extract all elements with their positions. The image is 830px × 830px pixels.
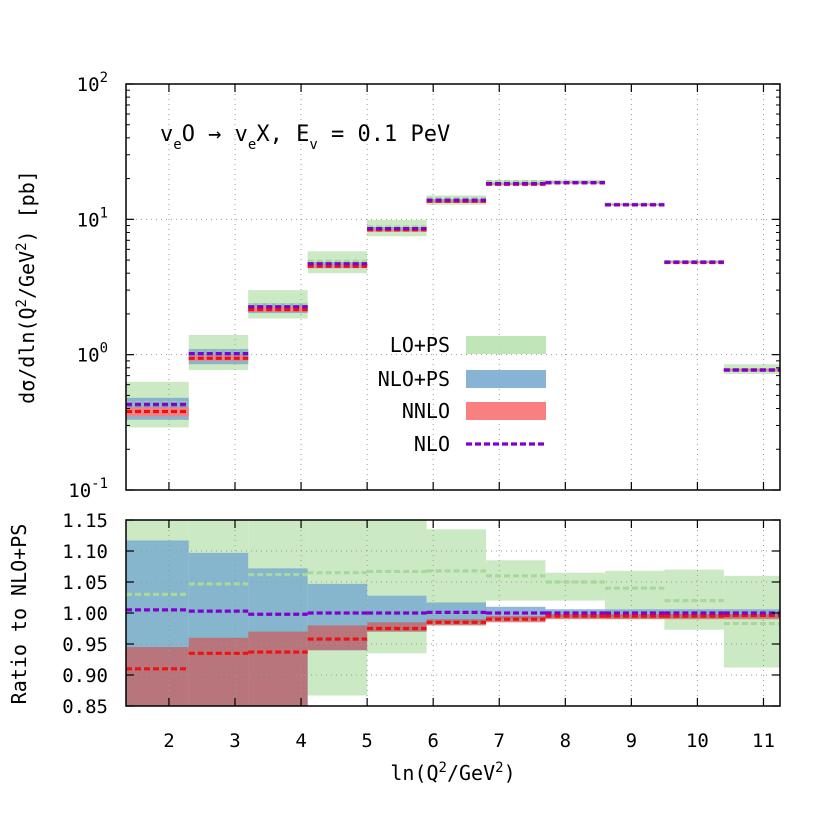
- top-plot-frame: [125, 83, 781, 491]
- x-tick-label: 8: [560, 730, 571, 752]
- x-axis-label: ln(Q2/GeV2): [390, 760, 515, 785]
- bottom-band-nnlo-bin-1: [126, 647, 189, 706]
- bottom-x-tick-labels: 2 3 4 5 6 7 8 9 10 11: [163, 730, 775, 752]
- bottom-band-lops-bin-5: [367, 520, 427, 654]
- bottom-y-tick-label: 0.90: [62, 665, 108, 687]
- x-tick-label: 11: [752, 730, 775, 752]
- legend-swatch-lops: [466, 336, 546, 354]
- bottom-band-lops-bin-7: [486, 560, 546, 601]
- bottom-panel: 0.85 0.90 0.95 1.00 1.05 1.10 1.15 2 3 4 5 6 7 8 9 10 1…: [7, 510, 781, 785]
- x-tick-label: 7: [494, 730, 505, 752]
- bottom-y-tick-label: 0.85: [62, 696, 108, 718]
- x-tick-label: 3: [229, 730, 240, 752]
- top-bands: [126, 179, 780, 428]
- top-y-tick-label: 10-1: [68, 476, 108, 502]
- legend: LO+PS NLO+PS NNLO NLO: [378, 333, 546, 456]
- x-tick-label: 6: [427, 730, 438, 752]
- top-ticks: [126, 83, 780, 491]
- legend-label-nlo: NLO: [414, 432, 450, 456]
- bottom-y-tick-labels: 0.85 0.90 0.95 1.00 1.05 1.10 1.15: [62, 510, 108, 718]
- top-y-tick-label: 102: [77, 70, 108, 96]
- x-tick-label: 2: [163, 730, 174, 752]
- bottom-y-tick-label: 1.00: [62, 603, 108, 625]
- bottom-band-nnlo-bin-3: [248, 631, 308, 706]
- bottom-lines: [126, 569, 780, 671]
- bottom-y-tick-label: 1.05: [62, 572, 108, 594]
- legend-swatch-nlops: [466, 370, 546, 388]
- top-y-tick-label: 101: [77, 205, 108, 231]
- bottom-band-lops-bin-11: [723, 575, 780, 668]
- top-panel: 10-1 100 101 102 veO → veX, Ev = 0.1 PeV dσ…: [14, 70, 781, 502]
- legend-label-nlops: NLO+PS: [378, 367, 450, 391]
- x-tick-label: 5: [361, 730, 372, 752]
- x-tick-label: 9: [626, 730, 637, 752]
- x-tick-label: 10: [686, 730, 709, 752]
- legend-label-lops: LO+PS: [390, 333, 450, 357]
- bottom-y-tick-label: 1.15: [62, 510, 108, 532]
- bottom-band-lops-bin-8: [545, 572, 605, 601]
- legend-swatch-nnlo: [466, 402, 546, 420]
- bottom-y-axis-label: Ratio to NLO+PS: [7, 524, 31, 705]
- bottom-y-tick-label: 0.95: [62, 634, 108, 656]
- top-y-tick-labels: 10-1 100 101 102: [68, 70, 108, 502]
- x-tick-label: 4: [295, 730, 306, 752]
- top-title: veO → veX, Ev = 0.1 PeV: [160, 122, 450, 153]
- top-y-axis-label: dσ/dln(Q2/GeV2) [pb]: [14, 170, 39, 404]
- top-y-tick-label: 100: [77, 341, 108, 367]
- bottom-y-tick-label: 1.10: [62, 541, 108, 563]
- top-lines: [126, 180, 780, 414]
- bottom-band-nnlo-bin-2: [188, 637, 249, 706]
- bottom-ticks: [126, 519, 780, 707]
- legend-label-nnlo: NNLO: [402, 399, 450, 423]
